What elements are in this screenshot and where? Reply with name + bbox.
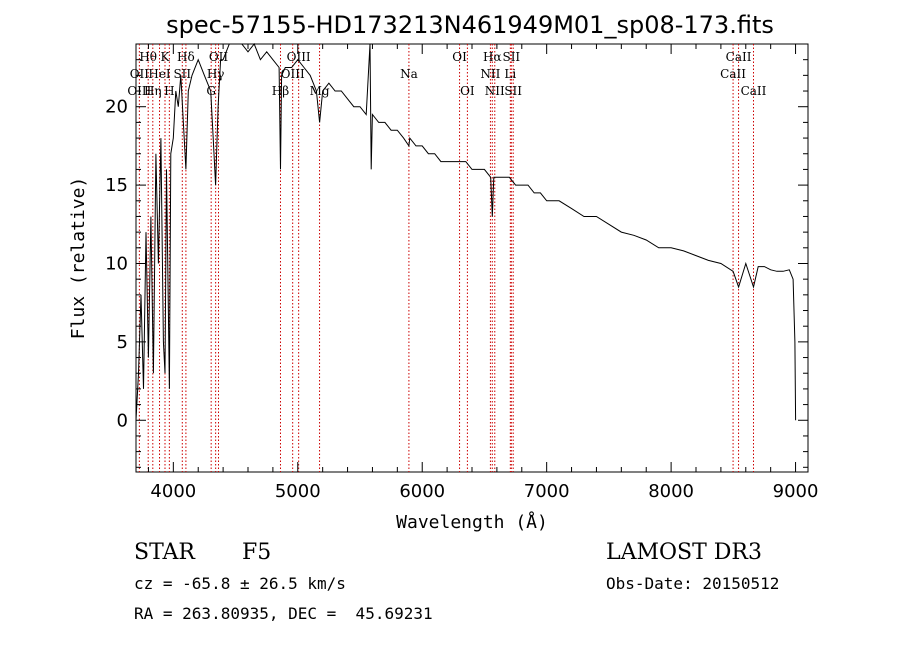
line-label: SII (502, 50, 520, 64)
line-label: Hδ (177, 50, 195, 64)
y-axis-ticks: 0 5 10 15 20 (105, 59, 808, 468)
y-tick-label: 5 (117, 332, 128, 353)
line-label: SII (504, 84, 522, 98)
y-tick-label: 15 (105, 175, 128, 196)
plot-frame (135, 43, 809, 473)
x-tick-label: 8000 (648, 481, 694, 502)
object-class: STAR (134, 540, 195, 565)
line-label: HeI (148, 67, 171, 81)
line-label: NII (485, 84, 505, 98)
object-subclass: F5 (242, 540, 272, 565)
x-axis-label: Wavelength (Å) (396, 511, 548, 533)
y-tick-label: 20 (105, 97, 128, 118)
line-label: CaII (726, 50, 752, 64)
spectrum-line (135, 43, 797, 421)
obs-date: Obs-Date: 20150512 (606, 574, 780, 593)
line-label: CaII (720, 67, 746, 81)
line-label: K (161, 50, 171, 64)
line-label: OII (130, 67, 150, 81)
survey-name: LAMOST DR3 (606, 540, 762, 565)
line-label: Hγ (207, 67, 225, 81)
line-label: Hη (144, 84, 162, 98)
line-label: OIII (287, 50, 311, 64)
y-tick-label: 0 (117, 410, 128, 431)
x-tick-label: 7000 (524, 481, 570, 502)
line-label: NII (480, 67, 500, 81)
x-tick-label: 4000 (150, 481, 196, 502)
line-label: Na (400, 67, 418, 81)
redshift-value: cz = -65.8 ± 26.5 km/s (134, 574, 346, 593)
y-axis-label: Flux (relative) (68, 177, 89, 340)
line-label: OI (452, 50, 467, 64)
x-tick-label: 6000 (399, 481, 445, 502)
x-axis-ticks: 4000 5000 6000 7000 8000 9000 (147, 44, 819, 502)
line-label: Li (504, 67, 516, 81)
y-tick-label: 10 (105, 253, 128, 274)
line-label: OIII (281, 67, 305, 81)
line-label: OII (209, 50, 229, 64)
line-label: H (164, 84, 174, 98)
line-label: Hθ (139, 50, 157, 64)
line-label: CaII (741, 84, 767, 98)
line-label: OI (460, 84, 475, 98)
line-label: Hα (483, 50, 502, 64)
spectral-line-markers (138, 44, 754, 472)
line-label: Hβ (272, 84, 289, 98)
coordinates: RA = 263.80935, DEC = 45.69231 (134, 604, 433, 623)
x-tick-label: 9000 (773, 481, 819, 502)
chart-title: spec-57155-HD173213N461949M01_sp08-173.f… (166, 11, 774, 39)
line-label: SII (173, 67, 191, 81)
x-tick-label: 5000 (275, 481, 321, 502)
